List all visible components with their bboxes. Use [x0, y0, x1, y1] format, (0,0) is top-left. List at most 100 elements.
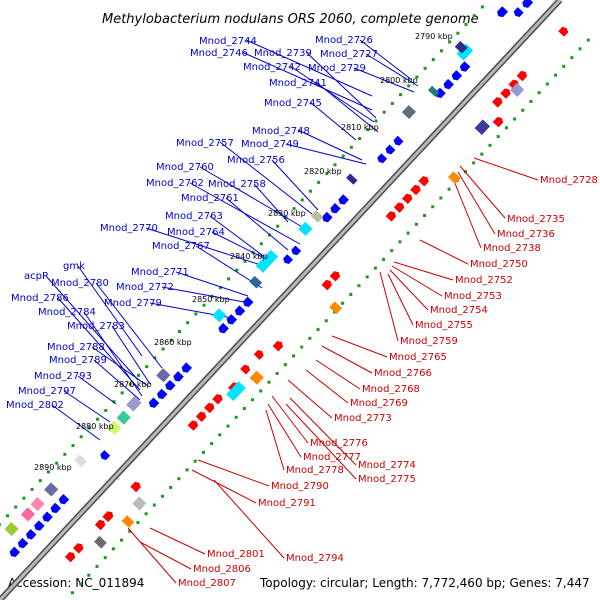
- gene-label: Mnod_2788: [47, 342, 105, 353]
- gc-dot: [103, 556, 107, 560]
- forward-gene: [26, 529, 37, 540]
- reverse-gene: [195, 411, 207, 423]
- gene-label: Mnod_2766: [374, 368, 432, 379]
- gene-label: Mnod_2759: [400, 336, 458, 347]
- gc-dot: [63, 452, 67, 456]
- forward-gene: [100, 450, 111, 460]
- gc-dot: [128, 529, 132, 533]
- leader-line: [285, 143, 367, 165]
- gc-dot: [55, 461, 59, 465]
- leader-line: [365, 53, 419, 87]
- kbp-label: 2790 kbp: [415, 32, 453, 41]
- leader-line: [289, 397, 357, 466]
- gc-dot: [554, 73, 558, 77]
- reverse-gene: [492, 97, 503, 108]
- reverse-gene: [64, 551, 76, 563]
- kbp-label: 2870 kbp: [114, 380, 152, 389]
- reverse-gene: [401, 193, 413, 205]
- gene-label: Mnod_2746: [190, 48, 248, 59]
- gene-label: Mnod_2738: [483, 243, 541, 254]
- leader-line: [127, 527, 177, 584]
- gc-dot: [496, 135, 500, 139]
- feature-block: [44, 482, 59, 497]
- gc-dot: [480, 5, 484, 9]
- gene-label: Mnod_2801: [207, 549, 265, 560]
- gene-label: Mnod_2783: [67, 321, 125, 332]
- gc-dot: [300, 345, 304, 349]
- forward-gene: [522, 0, 534, 8]
- leader-line: [77, 375, 117, 405]
- reverse-gene: [492, 116, 504, 128]
- gc-dot: [357, 284, 361, 288]
- gene-label: Mnod_2763: [165, 211, 223, 222]
- kbp-label: 2890 kbp: [34, 463, 72, 472]
- gc-dot: [128, 382, 132, 386]
- leader-line: [213, 479, 285, 559]
- leader-line: [271, 395, 309, 444]
- gene-label: Mnod_2768: [362, 384, 420, 395]
- forward-gene: [451, 70, 463, 81]
- gc-dot: [185, 468, 189, 472]
- forward-gene: [234, 305, 246, 316]
- leader-line: [83, 311, 143, 397]
- forward-gene: [393, 135, 404, 146]
- leader-line: [267, 403, 302, 458]
- leader-line: [95, 282, 163, 369]
- gc-dot: [341, 154, 345, 158]
- gc-dot: [153, 356, 157, 360]
- reverse-gene: [516, 70, 528, 82]
- feature-block: [454, 40, 468, 54]
- gc-dot: [169, 485, 173, 489]
- gene-label: Mnod_2784: [38, 307, 96, 318]
- gc-dot: [79, 582, 83, 586]
- gene-label: Mnod_2806: [193, 564, 251, 575]
- feature-block: [255, 249, 279, 273]
- leader-line: [271, 159, 319, 211]
- forward-gene: [181, 362, 193, 373]
- gene-label: Mnod_2753: [444, 291, 502, 302]
- forward-gene: [385, 144, 396, 155]
- gc-dot: [464, 22, 468, 26]
- gene-label: Mnod_2758: [208, 179, 266, 190]
- kbp-label: 2850 kbp: [192, 295, 230, 304]
- gc-dot: [439, 196, 443, 200]
- gc-dot: [267, 380, 271, 384]
- reverse-gene: [500, 88, 511, 99]
- gc-dot: [38, 479, 42, 483]
- gene-label: Mnod_2727: [320, 49, 378, 60]
- gene-label: Mnod_2739: [254, 48, 312, 59]
- gene-label: Mnod_2776: [310, 438, 368, 449]
- forward-gene: [443, 78, 454, 90]
- forward-gene: [377, 153, 388, 164]
- gene-label: Mnod_2774: [358, 460, 416, 471]
- gene-label: gmk: [63, 261, 85, 272]
- gene-label: Mnod_2791: [258, 498, 316, 509]
- feature-block: [156, 368, 171, 383]
- leader-line: [219, 141, 313, 215]
- reverse-gene: [558, 26, 569, 37]
- forward-gene: [17, 537, 29, 549]
- gene-label: Mnod_2773: [334, 413, 392, 424]
- leader-line: [145, 227, 265, 267]
- gc-dot: [22, 496, 26, 500]
- feature-block: [212, 308, 227, 323]
- forward-gene: [291, 245, 302, 256]
- gc-dot: [137, 373, 141, 377]
- feature-block: [298, 221, 313, 236]
- leader-line: [199, 166, 305, 229]
- gene-label: Mnod_2772: [116, 282, 174, 293]
- leader-line: [245, 39, 373, 97]
- gene-label: Mnod_2807: [178, 578, 236, 589]
- leader-line: [321, 345, 373, 374]
- gene-label: Mnod_2775: [358, 474, 416, 485]
- forward-gene: [497, 6, 509, 18]
- gc-dot: [70, 591, 74, 595]
- gc-dot: [218, 433, 222, 437]
- reverse-gene: [321, 279, 332, 291]
- forward-gene: [50, 502, 62, 514]
- gc-dot: [373, 266, 377, 270]
- feature-block: [447, 171, 461, 185]
- gc-dot: [578, 47, 582, 51]
- kbp-label: 2830 kbp: [268, 209, 306, 218]
